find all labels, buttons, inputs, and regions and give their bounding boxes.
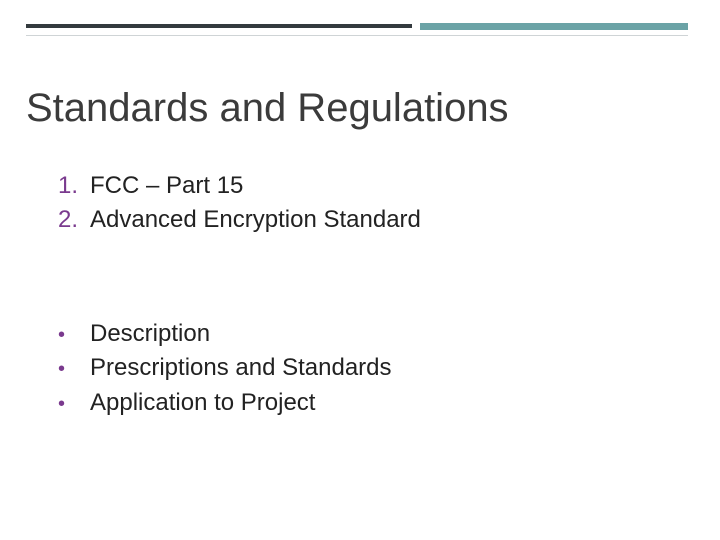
list-text: Advanced Encryption Standard: [90, 204, 421, 236]
list-item: • Application to Project: [58, 387, 392, 419]
bullet-icon: •: [58, 356, 90, 383]
list-number: 1.: [58, 170, 90, 202]
bulleted-list: • Description • Prescriptions and Standa…: [58, 318, 392, 421]
list-item: • Prescriptions and Standards: [58, 352, 392, 384]
bullet-icon: •: [58, 391, 90, 418]
list-text: Description: [90, 318, 210, 350]
list-text: Prescriptions and Standards: [90, 352, 392, 384]
top-rule-thin: [26, 35, 688, 36]
list-number: 2.: [58, 204, 90, 236]
list-item: 2. Advanced Encryption Standard: [58, 204, 421, 236]
top-rule-dark: [26, 24, 412, 28]
numbered-list: 1. FCC – Part 15 2. Advanced Encryption …: [58, 170, 421, 239]
bullet-icon: •: [58, 322, 90, 349]
list-text: Application to Project: [90, 387, 315, 419]
top-rule-teal: [420, 23, 688, 30]
slide: Standards and Regulations 1. FCC – Part …: [0, 0, 720, 540]
list-item: • Description: [58, 318, 392, 350]
slide-title: Standards and Regulations: [26, 86, 509, 131]
list-text: FCC – Part 15: [90, 170, 243, 202]
list-item: 1. FCC – Part 15: [58, 170, 421, 202]
